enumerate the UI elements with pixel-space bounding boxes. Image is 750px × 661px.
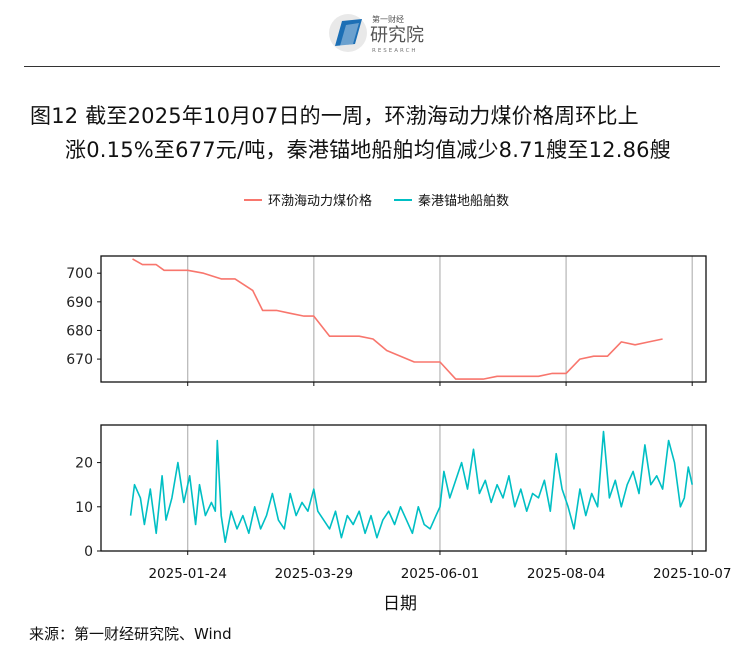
logo-text-sub: RESEARCH [372,48,418,54]
legend-item-price: 环渤海动力煤价格 [244,190,372,209]
y-tick-label: 10 [75,500,93,516]
y-tick-label: 690 [66,295,93,311]
source-note: 来源：第一财经研究院、Wind [29,625,232,643]
y-tick-label: 670 [66,352,93,368]
legend-swatch-ships [394,198,413,201]
x-tick-label: 2025-08-04 [526,566,606,582]
chart-title-line2: 涨0.15%至677元/吨，秦港锚地船舶均值减少8.71艘至12.86艘 [65,138,671,162]
legend-item-ships: 秦港锚地船舶数 [394,190,509,209]
x-axis-label: 日期 [383,594,417,614]
x-tick-label: 2025-10-07 [652,566,732,582]
legend-label-ships: 秦港锚地船舶数 [418,194,510,209]
panel-frame [100,255,707,383]
panel-frame [100,424,707,552]
logo: 第一财经 研究院 RESEARCH [329,14,424,54]
legend-label-price: 环渤海动力煤价格 [268,194,373,209]
y-tick-label: 680 [66,323,93,339]
series-line-ships [129,430,693,543]
series-line-price [132,258,663,380]
x-tick-label: 2025-01-24 [148,566,227,582]
logo-mark-icon [329,14,367,52]
y-tick-label: 20 [75,456,93,472]
legend: 环渤海动力煤价格 秦港锚地船舶数 [244,190,531,209]
logo-text-top: 第一财经 [372,14,404,24]
logo-text-main: 研究院 [370,25,424,46]
header-divider [24,66,720,67]
legend-swatch-price [244,198,262,201]
chart-title-line1: 图12 截至2025年10月07日的一周，环渤海动力煤价格周环比上 [30,104,639,128]
y-tick-label: 700 [66,266,93,282]
y-tick-label: 0 [84,544,93,560]
x-tick-label: 2025-03-29 [274,566,354,582]
x-tick-label: 2025-06-01 [400,566,480,582]
